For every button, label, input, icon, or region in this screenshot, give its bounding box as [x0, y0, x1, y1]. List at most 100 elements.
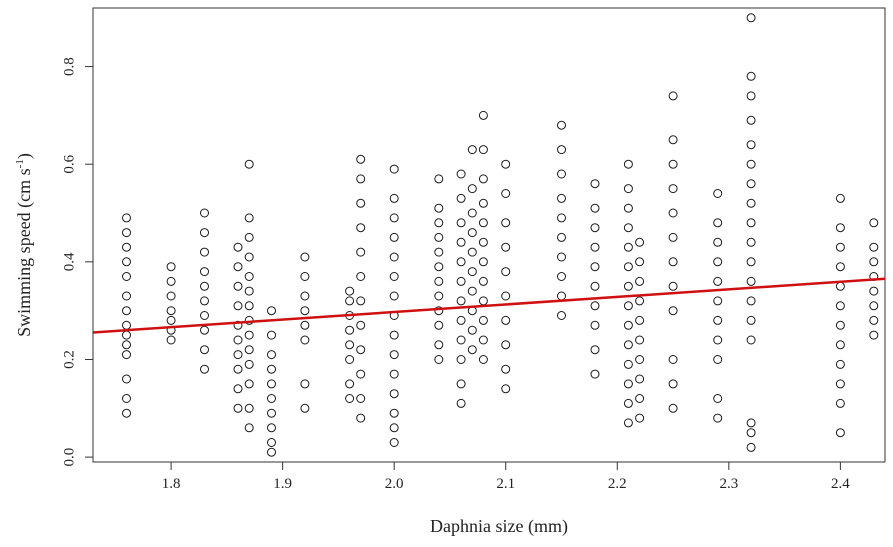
data-point [300, 252, 310, 262]
data-point [345, 340, 355, 350]
data-point [434, 340, 444, 350]
data-point [635, 335, 645, 345]
data-point [267, 438, 276, 447]
data-point [434, 291, 444, 301]
data-point [467, 208, 477, 218]
data-point [557, 311, 566, 320]
data-point [356, 394, 366, 403]
data-point [713, 218, 723, 228]
data-point [456, 315, 466, 325]
x-tick-label: 2.1 [496, 476, 515, 492]
data-point [434, 276, 444, 286]
data-point [713, 189, 723, 198]
data-point [501, 189, 511, 198]
data-point [668, 306, 678, 316]
data-point [122, 340, 131, 350]
data-point [501, 384, 511, 394]
data-point [389, 193, 399, 203]
data-point [668, 403, 678, 413]
data-point [869, 330, 879, 340]
data-point [635, 413, 645, 423]
data-point [122, 394, 131, 403]
y-tick-label: 0.6 [61, 154, 77, 173]
y-tick-label: 0.8 [61, 57, 77, 76]
data-point [478, 296, 488, 306]
data-point [467, 228, 477, 238]
data-point [467, 145, 477, 155]
data-point [835, 242, 845, 252]
data-point [557, 169, 566, 179]
data-point [478, 145, 488, 155]
data-point [122, 350, 131, 360]
data-point [244, 232, 254, 242]
data-point [233, 350, 243, 360]
data-point [300, 291, 310, 301]
data-point [244, 423, 254, 433]
data-point [122, 330, 131, 340]
data-point [267, 379, 276, 389]
data-point [623, 223, 633, 233]
data-point [389, 252, 399, 262]
data-point [267, 350, 276, 360]
data-point [478, 218, 488, 228]
data-point [267, 364, 276, 374]
data-point [623, 203, 633, 213]
data-point [122, 320, 131, 330]
x-tick-label: 2.2 [608, 476, 627, 492]
data-point [345, 379, 355, 389]
data-point [590, 320, 600, 330]
data-point [300, 272, 310, 281]
data-point [456, 296, 466, 306]
data-point [869, 257, 879, 267]
data-point [244, 272, 254, 281]
data-point [478, 315, 488, 325]
y-axis: 0.0 0.2 0.4 0.6 0.8 [61, 57, 94, 466]
x-tick-label: 1.8 [162, 476, 181, 492]
data-point [635, 394, 645, 403]
data-point [623, 379, 633, 389]
data-point [623, 281, 633, 291]
data-point [233, 320, 243, 330]
data-point [456, 335, 466, 345]
data-point [635, 276, 645, 286]
data-point [746, 315, 756, 325]
data-point [200, 296, 209, 306]
data-point [668, 159, 678, 169]
data-point [746, 428, 756, 438]
x-axis-title: Daphnia size (mm) [430, 516, 568, 537]
data-point [356, 320, 366, 330]
data-point [122, 408, 131, 418]
data-point [590, 203, 600, 213]
data-point [746, 335, 756, 345]
data-point [623, 242, 633, 252]
data-point [746, 418, 756, 428]
data-point [300, 403, 310, 413]
data-point [434, 218, 444, 228]
data-point [467, 267, 477, 277]
data-point [557, 291, 566, 301]
data-point [501, 291, 511, 301]
data-point [389, 330, 399, 340]
data-point [668, 135, 678, 145]
data-point [590, 345, 600, 355]
data-point [635, 296, 645, 306]
data-point [869, 218, 879, 228]
data-point [590, 223, 600, 233]
data-point [244, 213, 254, 223]
data-point [713, 276, 723, 286]
data-point [456, 355, 466, 364]
data-point [835, 193, 845, 203]
data-point [200, 281, 209, 291]
data-point [557, 213, 566, 223]
data-point [389, 389, 399, 399]
data-point [835, 398, 845, 408]
data-point [267, 447, 276, 457]
data-point [635, 257, 645, 267]
y-axis-title-superscript: -1 [14, 159, 26, 168]
data-point [501, 340, 511, 350]
data-point [746, 71, 756, 81]
data-point [668, 232, 678, 242]
data-point [501, 315, 511, 325]
data-point [200, 364, 209, 374]
data-point [122, 213, 131, 223]
